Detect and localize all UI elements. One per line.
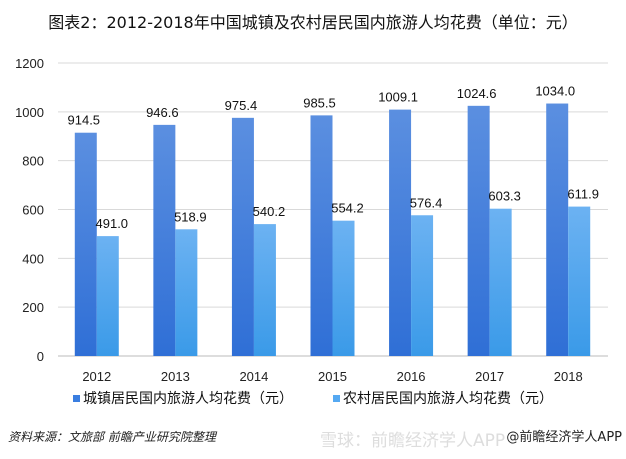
bar-urban xyxy=(231,117,254,356)
legend-swatch-urban xyxy=(73,394,80,402)
data-label: 603.3 xyxy=(488,189,521,204)
x-tick-label: 2015 xyxy=(318,369,347,384)
y-tick-label: 200 xyxy=(22,300,44,315)
bar-urban xyxy=(74,132,97,356)
x-tick-label: 2016 xyxy=(397,369,426,384)
bar-rural xyxy=(332,220,355,356)
data-label: 1009.1 xyxy=(378,90,418,105)
data-label: 975.4 xyxy=(225,98,258,113)
bar-rural xyxy=(175,229,198,356)
bar-rural xyxy=(253,224,276,356)
x-tick-label: 2012 xyxy=(82,369,111,384)
y-tick-label: 1000 xyxy=(15,105,44,120)
data-label: 1024.6 xyxy=(457,86,497,101)
bar-urban xyxy=(153,124,176,357)
data-label: 914.5 xyxy=(68,113,101,128)
legend-item-urban: 城镇居民国内旅游人均花费（元） xyxy=(73,388,293,408)
bar-rural xyxy=(96,236,119,356)
data-label: 611.9 xyxy=(567,187,599,202)
source-note: 资料来源：文旅部 前瞻产业研究院整理 xyxy=(8,430,216,444)
data-label: 540.2 xyxy=(253,204,286,219)
data-label: 554.2 xyxy=(331,201,364,216)
data-label: 491.0 xyxy=(96,216,129,231)
x-tick-label: 2013 xyxy=(161,369,190,384)
bar-urban xyxy=(467,105,490,356)
data-label: 985.5 xyxy=(303,95,336,110)
y-tick-label: 600 xyxy=(22,203,44,218)
x-tick-label: 2018 xyxy=(554,369,583,384)
y-tick-label: 400 xyxy=(22,251,44,266)
x-tick-label: 2017 xyxy=(475,369,504,384)
data-label: 576.4 xyxy=(410,195,443,210)
bar-urban xyxy=(310,115,333,356)
legend-label-rural: 农村居民国内旅游人均花费（元） xyxy=(343,391,553,407)
chart-title: 图表2：2012-2018年中国城镇及农村居民国内旅游人均花费（单位：元） xyxy=(48,13,578,32)
bar-urban xyxy=(546,103,569,356)
watermark: 雪球：前瞻经济学人APP xyxy=(320,431,506,451)
bar-urban xyxy=(389,109,412,356)
bar-rural xyxy=(568,206,591,356)
data-label: 518.9 xyxy=(174,209,207,224)
y-tick-label: 0 xyxy=(37,349,44,364)
bar-rural xyxy=(489,208,512,356)
x-tick-label: 2014 xyxy=(239,369,268,384)
y-tick-label: 800 xyxy=(22,154,44,169)
y-tick-label: 1200 xyxy=(15,56,44,71)
legend-label-urban: 城镇居民国内旅游人均花费（元） xyxy=(83,391,293,407)
data-label: 1034.0 xyxy=(535,84,575,99)
legend-item-rural: 农村居民国内旅游人均花费（元） xyxy=(333,388,553,408)
legend: 城镇居民国内旅游人均花费（元） 农村居民国内旅游人均花费（元） xyxy=(0,388,626,408)
credit: @前瞻经济学人APP xyxy=(506,430,622,445)
data-label: 946.6 xyxy=(146,105,179,120)
legend-swatch-rural xyxy=(333,394,340,402)
bar-rural xyxy=(411,215,434,356)
